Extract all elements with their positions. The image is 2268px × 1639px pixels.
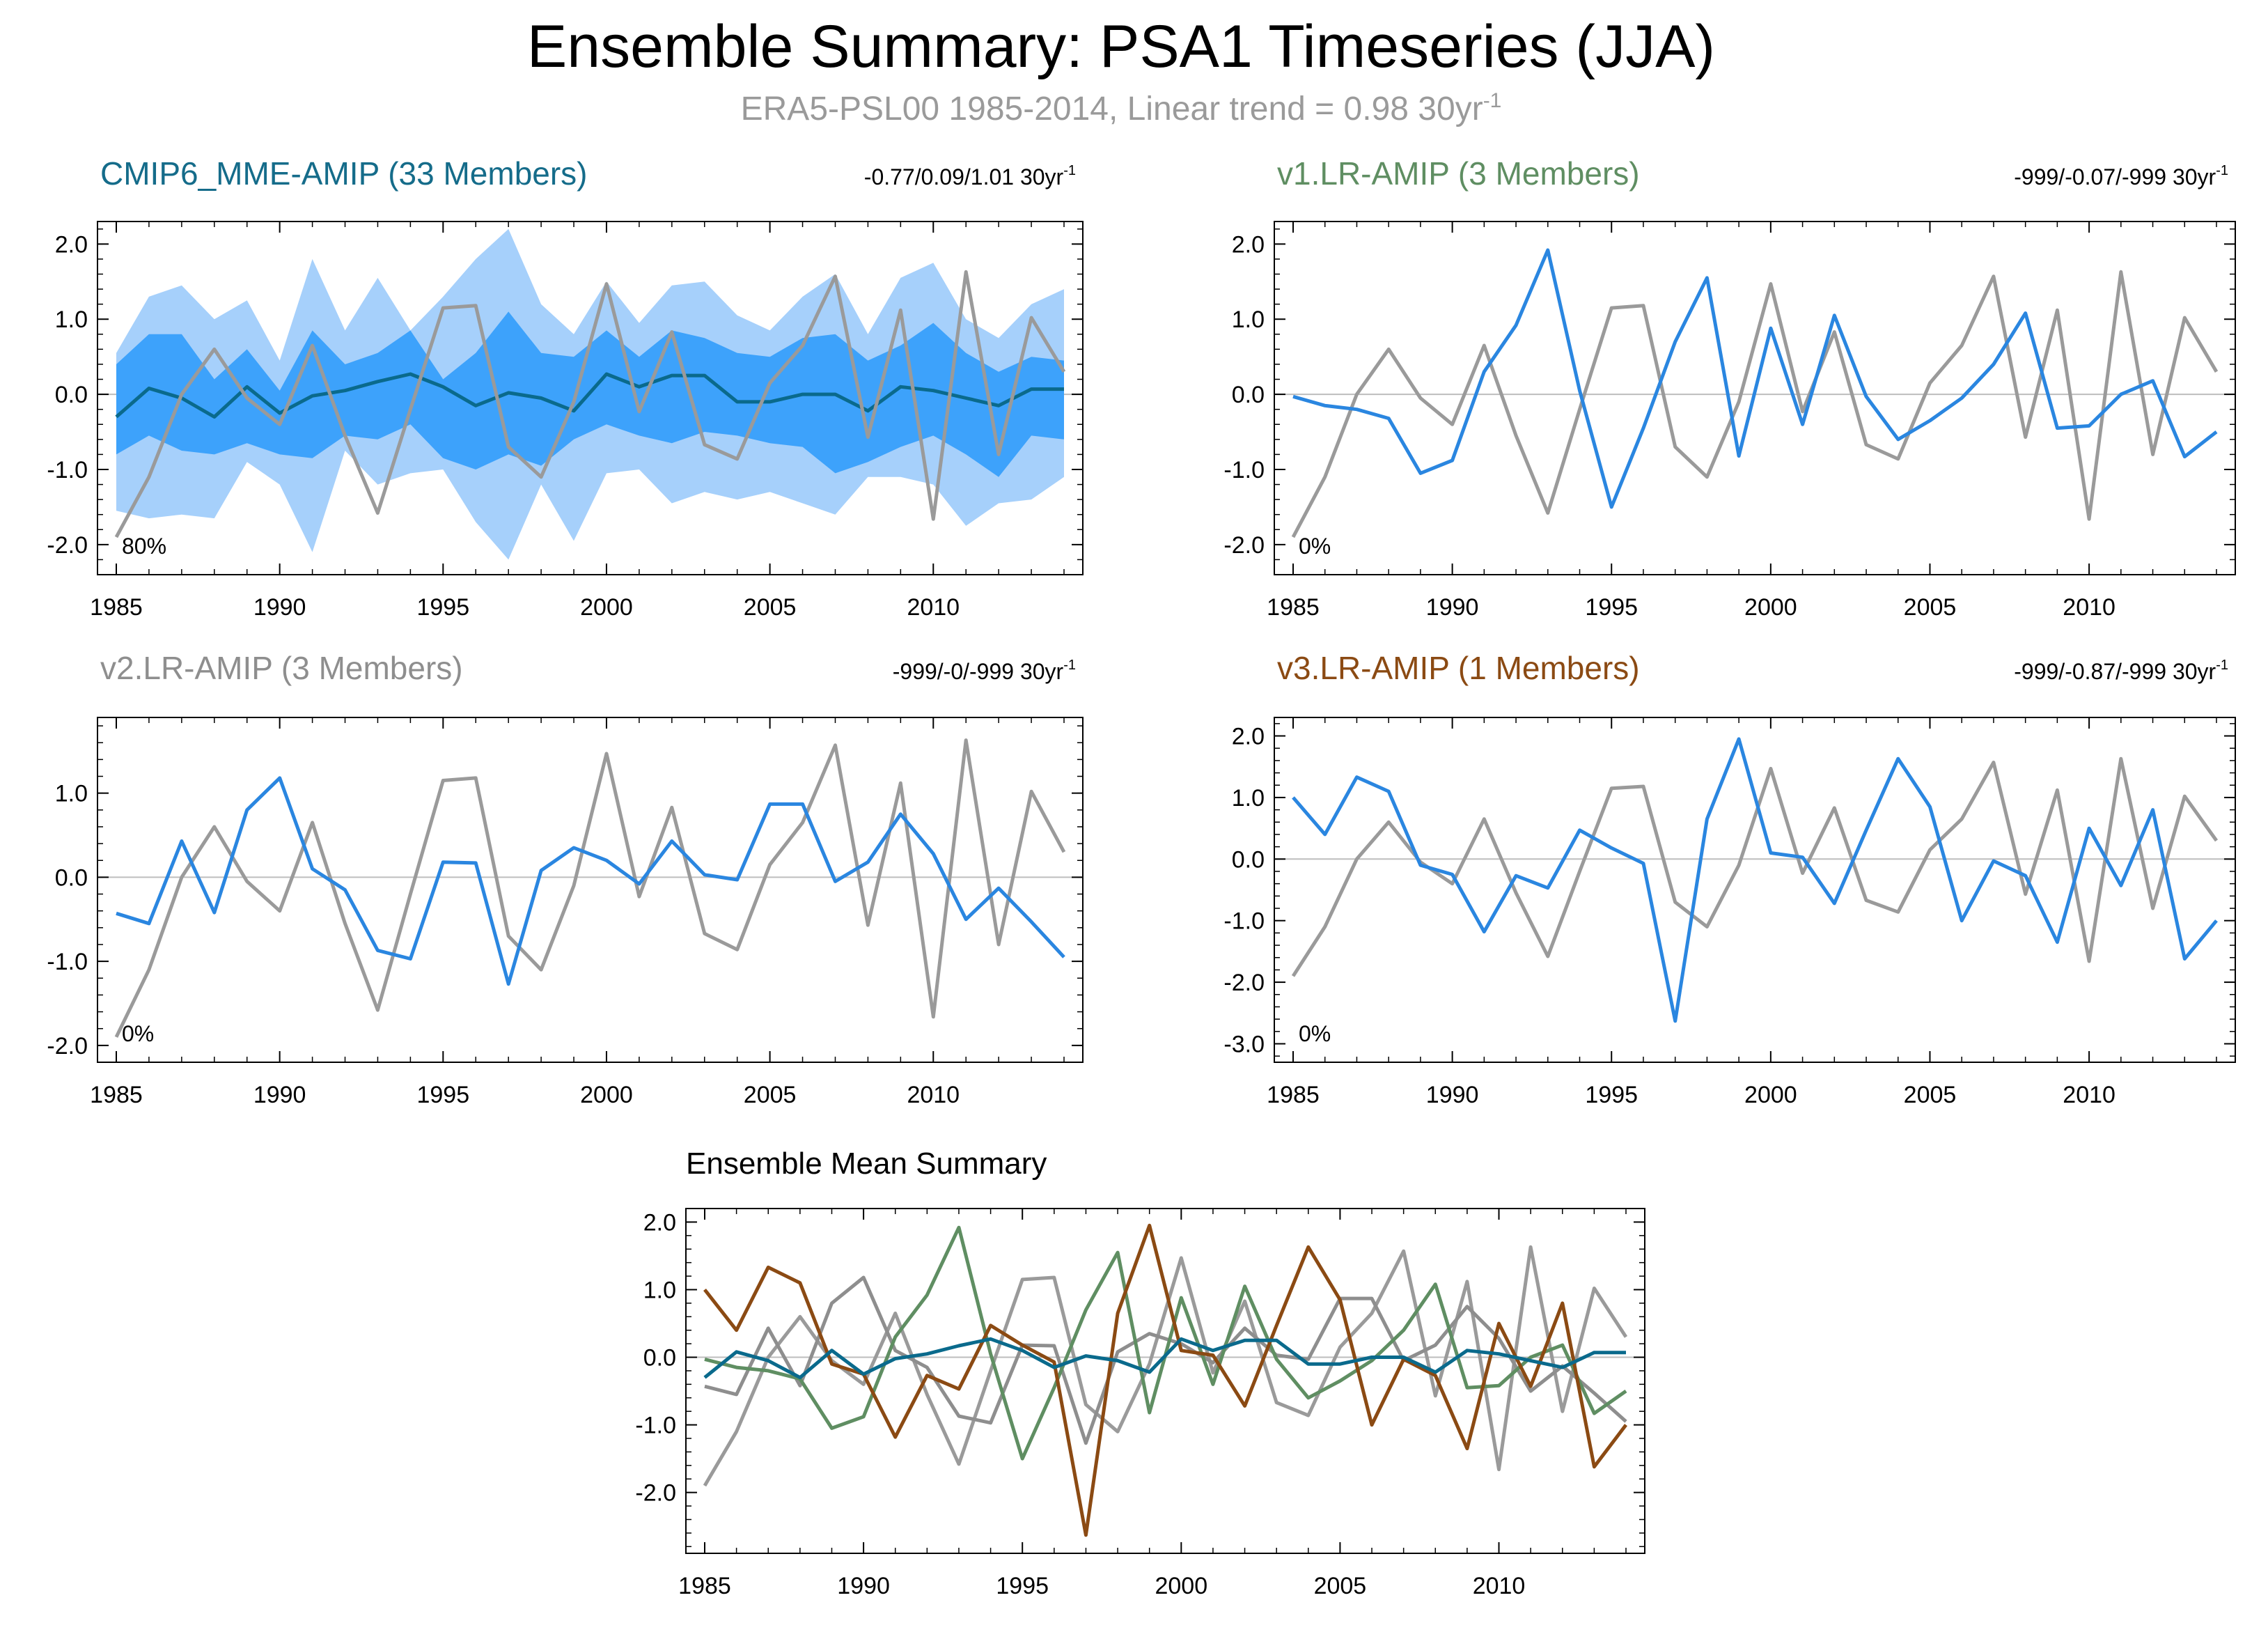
y-tick-label: -2.0 — [635, 1480, 676, 1507]
y-tick-label: 2.0 — [1232, 724, 1265, 750]
panel-3: v2.LR-AMIP (3 Members) -999/-0/-999 30yr-… — [47, 650, 1084, 1108]
panel-stats: -999/-0.87/-999 30yr-1 — [2014, 658, 2228, 684]
figure-subtitle: ERA5-PSL00 1985-2014, Linear trend = 0.9… — [741, 89, 1502, 127]
panel-1: CMIP6_MME-AMIP (33 Members) -0.77/0.09/1.… — [47, 155, 1084, 621]
y-tick-label: 0.0 — [55, 382, 88, 408]
y-tick-label: -2.0 — [47, 532, 88, 559]
series-line-v2 — [704, 1275, 1627, 1445]
y-tick-label: -1.0 — [47, 457, 88, 483]
y-tick-label: 2.0 — [1232, 231, 1265, 258]
y-tick-label: -1.0 — [47, 949, 88, 975]
panel-stats: -999/-0.07/-999 30yr-1 — [2014, 163, 2228, 189]
figure-title: Ensemble Summary: PSA1 Timeseries (JJA) — [527, 13, 1715, 80]
percent-label: 80% — [122, 534, 166, 559]
series-line-v1 — [704, 1225, 1627, 1461]
y-tick-label: -2.0 — [1223, 970, 1265, 996]
y-tick-label: 1.0 — [643, 1277, 676, 1303]
x-tick-label: 2010 — [1473, 1573, 1526, 1599]
x-tick-label: 2010 — [907, 1082, 960, 1108]
panel-2: v1.LR-AMIP (3 Members) -999/-0.07/-999 30… — [1223, 155, 2236, 621]
x-tick-label: 1985 — [1267, 594, 1320, 621]
percent-label: 0% — [122, 1021, 154, 1046]
y-tick-label: -2.0 — [47, 1033, 88, 1059]
plot-frame — [97, 717, 1084, 1063]
x-tick-label: 1990 — [837, 1573, 890, 1599]
x-tick-label: 2000 — [1744, 594, 1797, 621]
y-tick-label: 0.0 — [643, 1345, 676, 1372]
observed-line — [1291, 270, 2219, 538]
x-tick-label: 1995 — [996, 1573, 1049, 1599]
y-tick-label: -3.0 — [1223, 1031, 1265, 1057]
panel-title: Ensemble Mean Summary — [686, 1147, 1047, 1181]
model-line — [1292, 248, 2218, 509]
x-tick-label: 1990 — [1426, 1082, 1479, 1108]
x-tick-label: 2010 — [2063, 594, 2116, 621]
x-tick-label: 1990 — [1426, 594, 1479, 621]
y-tick-label: 0.0 — [1232, 382, 1265, 408]
ensemble-mean-line — [115, 372, 1064, 419]
x-tick-label: 1985 — [90, 594, 143, 621]
panel-title: CMIP6_MME-AMIP (33 Members) — [100, 155, 588, 192]
observed-line — [1291, 756, 2219, 977]
series-line-mme_mean — [703, 1337, 1626, 1380]
panel-stats: -0.77/0.09/1.01 30yr-1 — [864, 163, 1076, 189]
y-tick-label: 0.0 — [1232, 846, 1265, 873]
panel-5: Ensemble Mean Summary 2.0 1.0 0.0 -1.0 -2.0 19… — [635, 1147, 1645, 1599]
y-tick-label: 1.0 — [1232, 785, 1265, 811]
panel-title: v3.LR-AMIP (1 Members) — [1277, 650, 1640, 686]
x-tick-label: 2005 — [744, 1082, 797, 1108]
panel-title: v1.LR-AMIP (3 Members) — [1277, 155, 1640, 192]
x-tick-label: 2000 — [1155, 1573, 1207, 1599]
plot-frame — [1274, 221, 2236, 575]
x-tick-label: 2010 — [2063, 1082, 2116, 1108]
x-tick-label: 1990 — [253, 1082, 306, 1108]
x-tick-label: 1995 — [1585, 1082, 1638, 1108]
observed-line — [114, 738, 1066, 1038]
x-tick-label: 2005 — [1904, 594, 1957, 621]
observed-line — [114, 270, 1066, 538]
model-line — [116, 776, 1065, 986]
y-tick-label: 1.0 — [55, 781, 88, 807]
x-tick-label: 1985 — [678, 1573, 731, 1599]
x-tick-label: 1995 — [416, 594, 469, 621]
x-tick-label: 2005 — [1314, 1573, 1367, 1599]
y-tick-label: -2.0 — [1223, 532, 1265, 559]
plot-frame — [97, 221, 1084, 575]
x-tick-label: 2000 — [580, 1082, 633, 1108]
percent-label: 0% — [1299, 534, 1331, 559]
percent-label: 0% — [1299, 1021, 1331, 1046]
model-line — [1292, 737, 2218, 1023]
panel-4: v3.LR-AMIP (1 Members) -999/-0.87/-999 30… — [1223, 650, 2236, 1108]
x-tick-label: 1985 — [1267, 1082, 1320, 1108]
x-tick-label: 1985 — [90, 1082, 143, 1108]
x-tick-label: 1995 — [1585, 594, 1638, 621]
x-tick-label: 2000 — [1744, 1082, 1797, 1108]
x-tick-label: 1990 — [253, 594, 306, 621]
y-tick-label: -1.0 — [1223, 908, 1265, 935]
y-tick-label: 2.0 — [55, 231, 88, 258]
y-tick-label: -1.0 — [1223, 457, 1265, 483]
y-tick-label: 2.0 — [643, 1209, 676, 1236]
y-tick-label: 1.0 — [55, 306, 88, 333]
x-tick-label: 1995 — [416, 1082, 469, 1108]
x-tick-label: 2005 — [1904, 1082, 1957, 1108]
x-tick-label: 2005 — [744, 594, 797, 621]
y-tick-label: 0.0 — [55, 864, 88, 891]
plot-frame — [685, 1208, 1645, 1554]
plot-frame — [1274, 717, 2236, 1063]
x-tick-label: 2000 — [580, 594, 633, 621]
panel-title: v2.LR-AMIP (3 Members) — [100, 650, 463, 686]
y-tick-label: 1.0 — [1232, 306, 1265, 333]
x-tick-label: 2010 — [907, 594, 960, 621]
series-line-v3 — [703, 1223, 1627, 1537]
y-tick-label: -1.0 — [635, 1413, 676, 1439]
panels-group: CMIP6_MME-AMIP (33 Members) -0.77/0.09/1.… — [47, 155, 2236, 1599]
panel-stats: -999/-0/-999 30yr-1 — [893, 658, 1076, 684]
